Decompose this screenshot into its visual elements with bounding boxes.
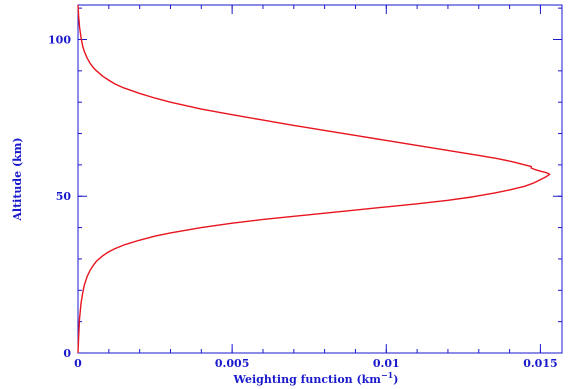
- plot-frame: [77, 4, 563, 354]
- y-tick-label: 100: [48, 33, 71, 46]
- x-tick-label: 0.01: [373, 357, 400, 370]
- x-tick-label: 0: [74, 357, 82, 370]
- x-axis-ticks: 0 0.005 0.01 0.015: [74, 5, 558, 370]
- x-axis-label-exponent: −1: [381, 370, 393, 380]
- y-axis-ticks: 0 50 100: [48, 7, 562, 360]
- y-axis-label: Altitude (km): [11, 137, 24, 221]
- series-line-weighting-function: [77, 4, 551, 354]
- x-axis-label-suffix: ): [393, 373, 398, 386]
- x-axis-label: Weighting function (km−1): [233, 370, 399, 386]
- x-axis-label-main: Weighting function (km: [233, 373, 382, 386]
- y-tick-label: 50: [56, 190, 72, 203]
- x-tick-label: 0.005: [215, 357, 249, 370]
- y-tick-label: 0: [63, 347, 71, 360]
- x-tick-label: 0.015: [523, 357, 557, 370]
